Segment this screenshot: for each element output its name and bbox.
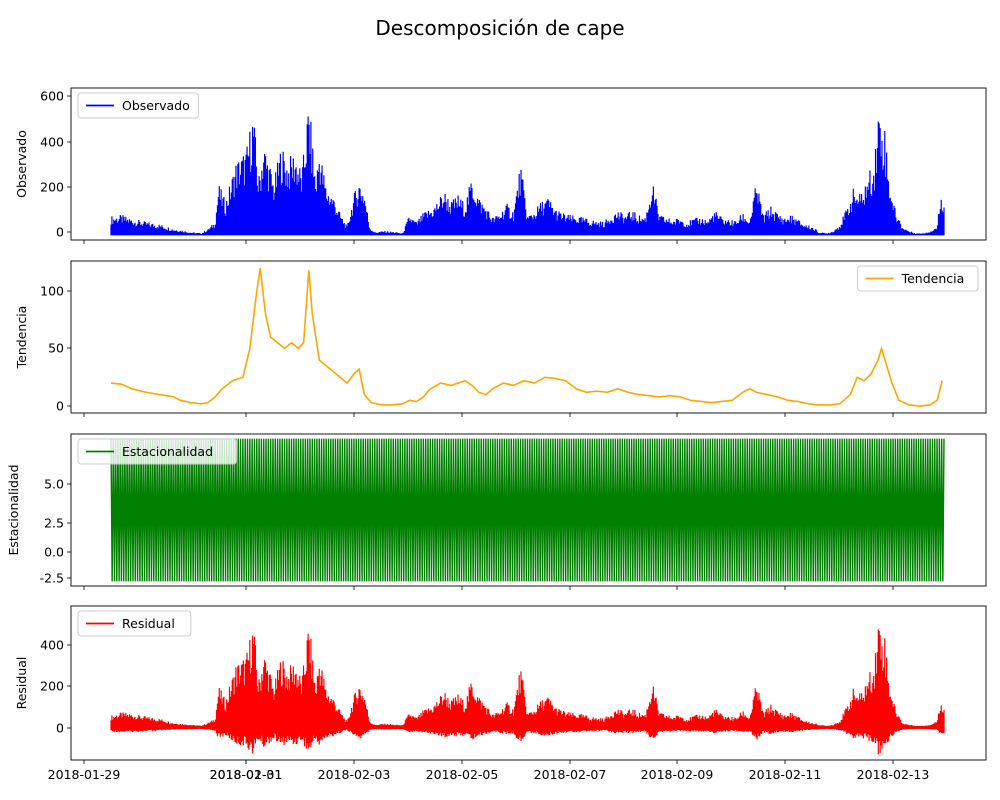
x-tick-label: 2018-02-09 <box>641 767 714 782</box>
legend-label: Tendencia <box>901 271 965 286</box>
x-tick-label: 2018-01-29 <box>48 767 121 782</box>
x-tick-label: 2018-02-11 <box>749 767 822 782</box>
legend-box <box>77 92 199 119</box>
axes-frame <box>70 605 987 761</box>
y-tick-label: 50 <box>48 341 64 356</box>
y-axis-label: Estacionalidad <box>6 464 21 555</box>
y-tick-label: 5.0 <box>44 477 64 492</box>
x-tick-label: 2018-02-05 <box>426 767 499 782</box>
legend: Observado <box>77 92 199 119</box>
x-tick-label: 2018-02-13 <box>857 767 930 782</box>
y-axis-label: Observado <box>14 130 29 198</box>
figure-title: Descomposición de cape <box>375 16 624 40</box>
y-tick-label: 0 <box>56 721 64 736</box>
y-tick-label: 100 <box>40 284 64 299</box>
y-tick-label: 200 <box>40 180 64 195</box>
y-axis-label: Residual <box>14 657 29 710</box>
legend-box <box>77 438 237 465</box>
series-tendencia <box>110 267 944 407</box>
y-tick-label: 200 <box>40 679 64 694</box>
y-tick-label: 0.0 <box>44 545 64 560</box>
legend-label: Residual <box>122 616 175 631</box>
panel-estacionalidad: -2.5 0.0 2.5 5.0 Estacionalidad Estacionalida… <box>6 433 987 590</box>
legend: Estacionalidad <box>77 438 237 465</box>
legend: Tendencia <box>857 265 979 292</box>
axes-frame <box>70 87 987 241</box>
panels: 0 200 400 600 Observado Observado 0 50 100 Tenden… <box>6 87 987 782</box>
series-estacionalidad <box>110 438 945 582</box>
x-tick-label: 2018-02-03 <box>318 767 391 782</box>
y-tick-label: -2.5 <box>40 571 64 586</box>
legend-box <box>77 610 192 637</box>
y-tick-label: 0 <box>56 225 64 240</box>
y-tick-label: 400 <box>40 135 64 150</box>
legend-label: Observado <box>122 98 190 113</box>
legend-box <box>857 265 979 292</box>
legend: Residual <box>77 610 192 637</box>
axes-frame <box>70 433 987 587</box>
axes-frame <box>70 260 987 414</box>
series-observado <box>110 116 945 236</box>
x-tick-label: 2018-02-01 <box>210 767 283 782</box>
legend-label: Estacionalidad <box>122 444 213 459</box>
x-tick-label: 2018-01-31 <box>210 767 283 782</box>
y-tick-label: 2.5 <box>44 516 64 531</box>
y-tick-label: 400 <box>40 638 64 653</box>
panel-tendencia: 0 50 100 Tendencia Tendencia <box>14 260 987 417</box>
y-tick-label: 600 <box>40 89 64 104</box>
x-tick-label: 2018-02-07 <box>534 767 607 782</box>
y-axis-label: Tendencia <box>14 306 29 370</box>
series-residual <box>110 629 945 755</box>
y-tick-label: 0 <box>56 399 64 414</box>
panel-observado: 0 200 400 600 Observado Observado <box>14 87 987 244</box>
